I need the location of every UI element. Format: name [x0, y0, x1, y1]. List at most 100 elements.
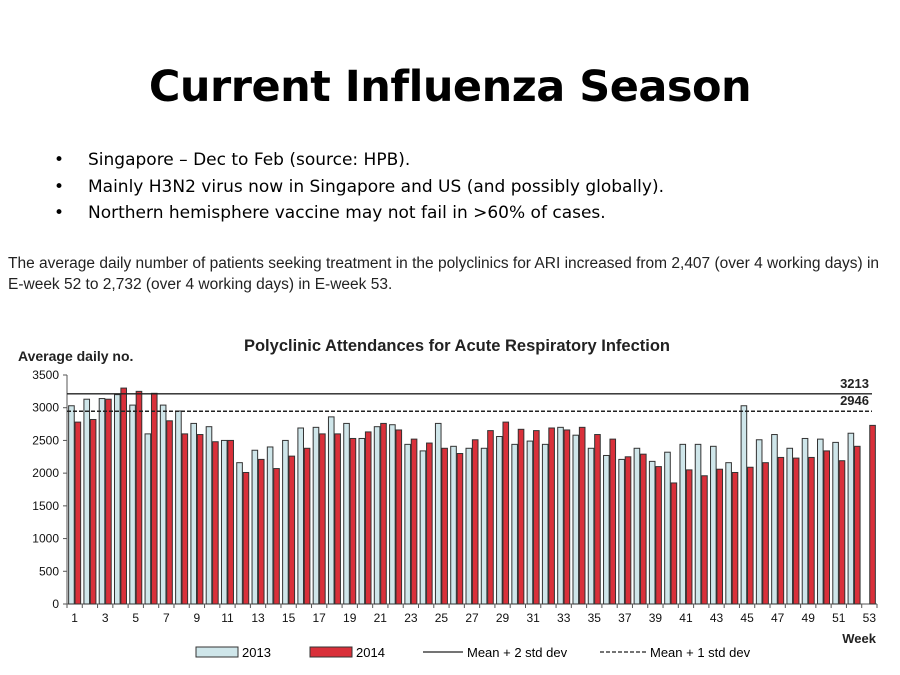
- y-tick-label: 1000: [32, 532, 59, 546]
- bar-2013-week-37: [618, 458, 625, 605]
- bar-2013-week-5: [129, 404, 136, 605]
- bar-2014-week-24: [426, 442, 433, 605]
- x-tick-label: 51: [832, 611, 846, 625]
- bar-2013-week-21: [373, 426, 381, 605]
- x-tick-label: 11: [221, 611, 234, 625]
- chart-title: Polyclinic Attendances for Acute Respira…: [244, 337, 670, 355]
- bar-2013-week-23: [404, 443, 411, 605]
- legend-label-2013: 2013: [242, 645, 271, 660]
- bar-2014-week-53: [869, 424, 876, 605]
- bar-2013-week-38: [633, 447, 641, 605]
- legend-label-mean1: Mean + 1 std dev: [650, 645, 751, 660]
- x-tick-label: 45: [740, 611, 754, 625]
- bar-2013-week-50: [817, 438, 824, 605]
- bullet-icon: •: [54, 176, 65, 197]
- bar-2014-week-15: [288, 455, 296, 605]
- x-tick-label: 21: [374, 611, 388, 625]
- y-tick-label: 3000: [32, 401, 59, 415]
- bar-2014-week-10: [212, 441, 219, 605]
- bar-2013-week-29: [496, 436, 503, 605]
- x-tick-label: 7: [163, 611, 170, 625]
- y-tick-label: 1500: [32, 499, 59, 513]
- x-tick-label: 3: [102, 611, 109, 625]
- bar-2014-week-34: [578, 426, 586, 605]
- bar-2014-week-41: [685, 469, 693, 605]
- legend-label-mean2: Mean + 2 std dev: [467, 645, 568, 660]
- bar-2014-week-7: [166, 420, 173, 605]
- y-tick-label: 0: [52, 597, 59, 611]
- slide-title: Current Influenza Season: [148, 62, 752, 112]
- bar-2014-week-28: [487, 430, 494, 605]
- bar-2014-week-21: [380, 422, 387, 605]
- bar-2014-week-13: [257, 458, 265, 605]
- bar-2014-week-42: [701, 475, 708, 605]
- bar-2013-week-12: [236, 462, 243, 605]
- legend-swatch-2014: [309, 646, 353, 658]
- bar-2014-week-37: [624, 456, 632, 605]
- legend: 2013 2014 Mean + 2 std dev Mean + 1 std …: [195, 645, 751, 660]
- bar-2014-week-50: [823, 450, 831, 605]
- y-tick-label: 3500: [32, 368, 59, 382]
- bar-2014-week-36: [609, 438, 617, 605]
- bullet-text: Singapore – Dec to Feb (source: HPB).: [88, 150, 411, 170]
- y-tick-label: 500: [39, 564, 59, 578]
- bar-2013-week-2: [83, 398, 91, 605]
- bar-2013-week-19: [343, 422, 350, 605]
- legend-swatch-2013: [195, 646, 239, 658]
- bar-2013-week-1: [68, 405, 75, 605]
- bar-2014-week-3: [105, 398, 112, 605]
- bar-2014-week-14: [273, 468, 280, 605]
- bar-2014-week-18: [334, 433, 341, 605]
- x-tick-label: 19: [343, 611, 357, 625]
- bar-2013-week-52: [847, 432, 855, 605]
- x-tick-label: 5: [132, 611, 139, 625]
- x-tick-label: 9: [194, 611, 201, 625]
- bar-2013-week-7: [159, 404, 167, 605]
- bullet-text: Mainly H3N2 virus now in Singapore and U…: [88, 176, 664, 197]
- bar-2014-week-44: [731, 471, 739, 605]
- bar-2013-week-9: [190, 422, 198, 605]
- bar-2014-week-27: [471, 439, 479, 605]
- bullet-text: Northern hemisphere vaccine may not fail…: [88, 203, 606, 223]
- bar-2013-week-11: [220, 439, 228, 605]
- x-tick-label: 53: [863, 611, 877, 625]
- bar-2013-week-41: [679, 443, 687, 605]
- bar-2013-week-3: [98, 398, 106, 605]
- summary-paragraph: The average daily number of patients see…: [8, 255, 880, 293]
- bar-2014-week-45: [746, 466, 754, 605]
- bullet-item: • Northern hemisphere vaccine may not fai…: [54, 203, 664, 230]
- bullet-icon: •: [54, 203, 65, 223]
- bar-2013-week-33: [557, 426, 564, 605]
- legend-label-2014: 2014: [356, 645, 385, 660]
- x-tick-label: 35: [588, 611, 602, 625]
- bar-2014-week-4: [120, 387, 127, 605]
- bar-2013-week-20: [358, 437, 366, 605]
- bar-2013-week-46: [755, 439, 763, 605]
- bar-2013-week-31: [526, 440, 534, 605]
- bar-2013-week-27: [465, 447, 473, 605]
- x-tick-label: 49: [802, 611, 816, 625]
- bar-2013-week-10: [205, 426, 213, 605]
- bar-2014-week-51: [838, 460, 846, 605]
- y-tick-label: 2000: [32, 466, 59, 480]
- bar-2013-week-22: [389, 424, 396, 605]
- bar-2013-week-48: [786, 447, 794, 605]
- bar-2013-week-49: [801, 437, 809, 605]
- x-tick-label: 15: [282, 611, 296, 625]
- bar-2013-week-51: [832, 441, 839, 605]
- bar-2013-week-18: [327, 416, 335, 605]
- bar-2014-week-35: [594, 434, 601, 605]
- bar-2013-week-40: [664, 451, 671, 605]
- bar-2013-week-44: [725, 462, 732, 605]
- bar-2014-week-31: [533, 430, 540, 605]
- bar-2014-week-2: [89, 418, 97, 605]
- bar-2013-week-45: [740, 405, 748, 605]
- bar-2013-week-43: [710, 445, 717, 605]
- bar-2014-week-12: [242, 471, 250, 605]
- bullet-item: • Singapore – Dec to Feb (source: HPB).: [54, 150, 664, 177]
- x-tick-label: 41: [679, 611, 693, 625]
- bar-2014-week-9: [196, 434, 204, 605]
- bar-2013-week-30: [511, 443, 518, 605]
- bar-2014-week-49: [808, 456, 815, 605]
